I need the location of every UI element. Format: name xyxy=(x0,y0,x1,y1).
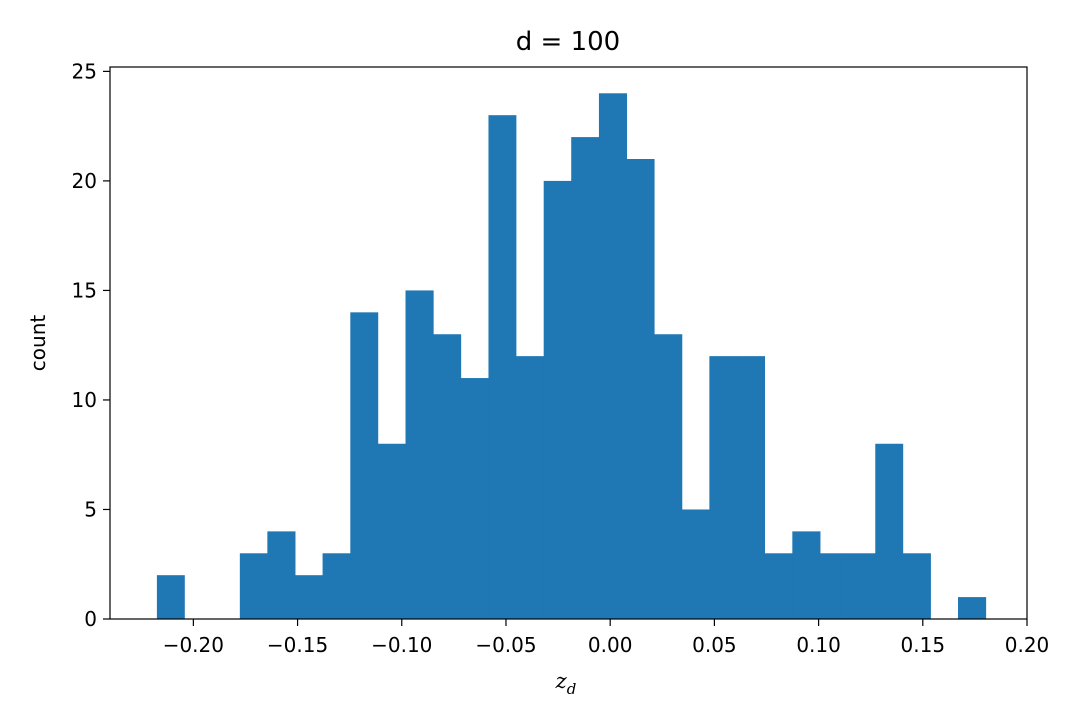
x-tick-label: 0.05 xyxy=(692,633,737,657)
y-tick-label: 20 xyxy=(72,169,97,193)
x-tick-label: 0.10 xyxy=(796,633,841,657)
x-tick-label: −0.20 xyxy=(163,633,224,657)
histogram-bar xyxy=(709,356,738,619)
histogram-bar xyxy=(654,334,683,619)
histogram-bar xyxy=(460,378,489,619)
y-tick-label: 0 xyxy=(84,607,97,631)
y-axis-label: count xyxy=(26,315,50,372)
y-tick-label: 25 xyxy=(72,59,97,83)
y-axis-ticks: 0 5 10 15 20 25 xyxy=(72,59,110,631)
histogram-bar xyxy=(433,334,462,619)
x-tick-label: −0.10 xyxy=(371,633,432,657)
chart-title: d = 100 xyxy=(516,27,620,57)
plot-frame xyxy=(109,66,1028,620)
x-tick-label: 0.15 xyxy=(901,633,946,657)
x-tick-label: −0.05 xyxy=(475,633,536,657)
x-tick-label: −0.15 xyxy=(267,633,328,657)
histogram-bar xyxy=(350,312,379,619)
histogram-bar xyxy=(598,93,628,620)
x-axis-ticks: −0.20 −0.15 −0.10 −0.05 0.00 0.05 0.10 0.15 0.20 xyxy=(163,619,1050,657)
histogram-bar xyxy=(792,531,821,619)
histogram-bar xyxy=(764,553,793,619)
y-tick-label: 15 xyxy=(72,278,97,302)
x-tick-label: 0.20 xyxy=(1005,633,1050,657)
x-axis-label-subscript: d xyxy=(567,680,577,698)
x-axis-label-main: z xyxy=(555,669,568,693)
histogram-bar xyxy=(295,575,323,619)
histogram-bar xyxy=(377,443,406,619)
histogram-bar xyxy=(902,553,931,619)
histogram-bar xyxy=(958,597,987,619)
y-tick-label: 10 xyxy=(72,388,97,412)
histogram-bar xyxy=(515,356,545,619)
histogram-bar xyxy=(322,553,351,619)
histogram-bar xyxy=(239,553,268,619)
histogram-bar xyxy=(820,553,848,619)
histogram-bar xyxy=(681,509,710,619)
histogram-bars xyxy=(156,93,987,620)
x-tick-label: 0.00 xyxy=(588,633,633,657)
histogram-bar xyxy=(543,180,572,619)
histogram-bar xyxy=(571,137,600,619)
histogram-bar xyxy=(156,575,185,619)
histogram-bar xyxy=(626,159,655,619)
x-axis-label: zd xyxy=(555,669,577,698)
histogram-bar xyxy=(847,553,876,619)
histogram-bar xyxy=(405,290,434,619)
histogram-bar xyxy=(875,443,904,619)
histogram-bar xyxy=(737,356,766,619)
histogram-bar xyxy=(488,115,517,619)
y-tick-label: 5 xyxy=(84,497,97,521)
histogram-bar xyxy=(267,531,296,619)
